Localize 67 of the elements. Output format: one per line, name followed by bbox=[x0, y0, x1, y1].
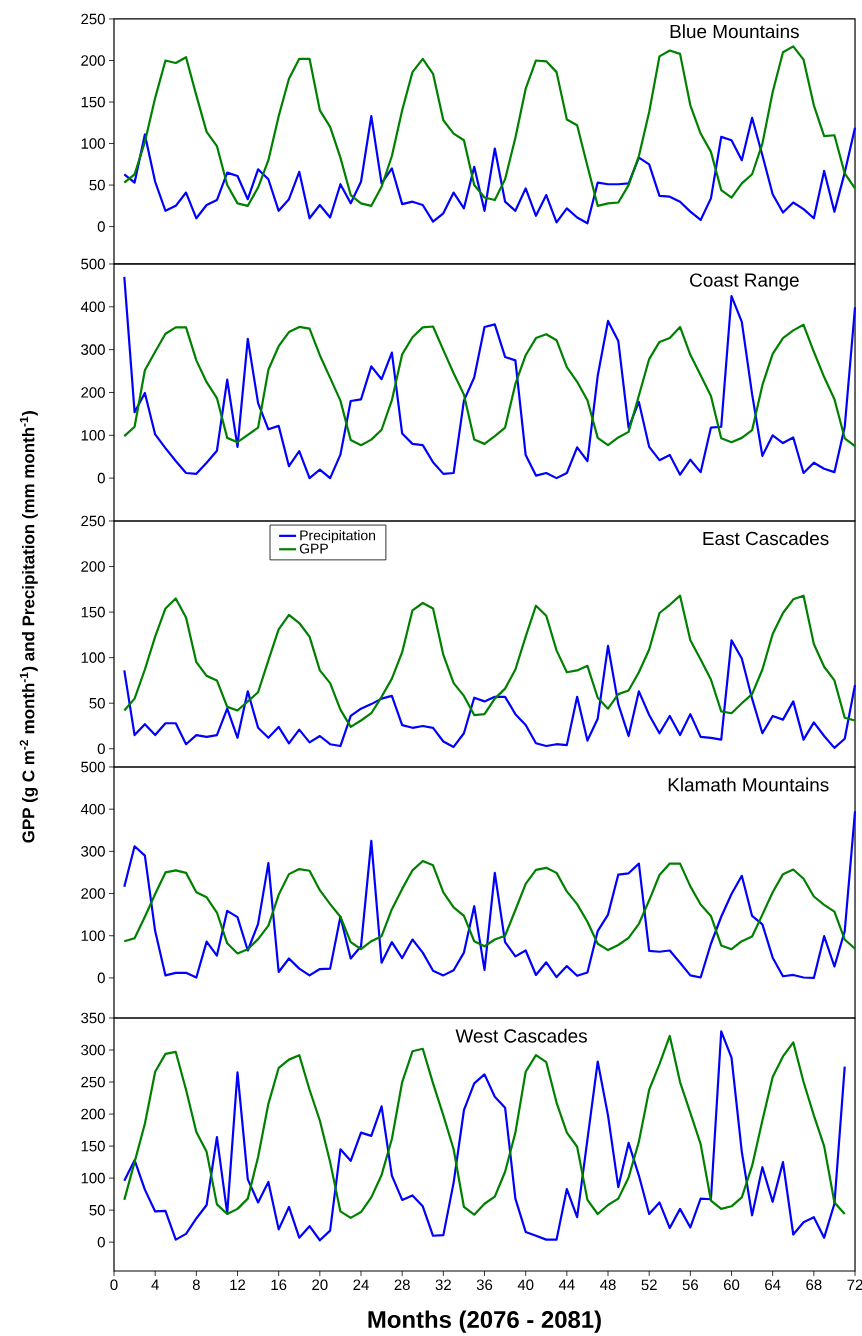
chart-title: West Cascades bbox=[455, 1028, 587, 1043]
y-tick-label: 500 bbox=[81, 258, 105, 270]
y-tick-label: 200 bbox=[81, 55, 105, 66]
y-tick-label: 100 bbox=[81, 652, 105, 663]
y-tick-label: 200 bbox=[81, 1108, 105, 1120]
x-tick-label: 64 bbox=[765, 1279, 781, 1291]
x-tick-label: 28 bbox=[394, 1279, 410, 1291]
x-tick-label: 8 bbox=[192, 1279, 200, 1291]
legend-label: GPP bbox=[299, 543, 328, 554]
y-tick-label: 0 bbox=[97, 743, 105, 755]
y-tick-label: 500 bbox=[81, 761, 105, 773]
y-tick-label: 150 bbox=[81, 96, 105, 108]
y-tick-label: 300 bbox=[81, 846, 105, 857]
y-tick-label: 150 bbox=[81, 1140, 105, 1152]
y-tick-label: 400 bbox=[80, 803, 105, 815]
y-tick-label: 250 bbox=[81, 515, 105, 527]
x-tick-label: 40 bbox=[517, 1279, 534, 1291]
y-tick-label: 350 bbox=[81, 1012, 105, 1024]
y-tick-label: 0 bbox=[97, 472, 105, 484]
y-tick-label: 50 bbox=[89, 697, 105, 709]
x-tick-label: 48 bbox=[600, 1279, 616, 1291]
x-tick-label: 20 bbox=[312, 1279, 328, 1291]
x-tick-label: 32 bbox=[435, 1279, 451, 1291]
y-tick-label: 50 bbox=[89, 1204, 105, 1216]
line-series bbox=[123, 810, 857, 980]
chart-title: East Cascades bbox=[703, 531, 829, 546]
y-tick-label: 250 bbox=[81, 13, 105, 25]
x-tick-label: 56 bbox=[682, 1279, 698, 1291]
y-tick-label: 200 bbox=[81, 888, 105, 899]
x-tick-label: 0 bbox=[110, 1279, 118, 1291]
y-tick-label: 200 bbox=[81, 387, 105, 398]
y-tick-label: 100 bbox=[81, 138, 105, 149]
x-tick-label: 16 bbox=[271, 1279, 287, 1291]
x-tick-label: 44 bbox=[558, 1279, 575, 1290]
chart-title: Klamath Mountains bbox=[668, 777, 829, 792]
line-series bbox=[123, 45, 857, 207]
y-tick-label: 100 bbox=[81, 930, 105, 942]
x-tick-label: 24 bbox=[353, 1279, 369, 1290]
y-tick-label: 400 bbox=[80, 301, 105, 313]
y-tick-label: 100 bbox=[81, 430, 105, 441]
y-tick-label: 0 bbox=[97, 1236, 105, 1248]
x-tick-label: 4 bbox=[151, 1279, 159, 1290]
x-tick-label: 68 bbox=[806, 1279, 822, 1291]
x-tick-label: 72 bbox=[847, 1279, 862, 1290]
y-tick-label: 200 bbox=[81, 561, 105, 572]
x-axis-title: Months (2076 - 2081) bbox=[368, 1310, 601, 1333]
y-tick-label: 300 bbox=[81, 1044, 105, 1056]
legend-label: Precipitation bbox=[300, 530, 376, 544]
line-series bbox=[123, 115, 857, 225]
line-series bbox=[123, 639, 857, 749]
y-tick-label: 150 bbox=[81, 606, 105, 618]
y-tick-label: 100 bbox=[81, 1172, 105, 1184]
line-series bbox=[123, 275, 857, 480]
y-tick-label: 0 bbox=[97, 972, 105, 984]
y-tick-label: 300 bbox=[81, 344, 105, 355]
x-tick-label: 12 bbox=[230, 1279, 246, 1290]
y-tick-label: 0 bbox=[97, 221, 105, 232]
chart-title: Blue Mountains bbox=[670, 24, 799, 39]
y-axis-title: GPP (g C m$^{-2}$ month$^{-1}$) and Precipitation (mm month$^{-1}$) bbox=[19, 411, 38, 843]
x-tick-label: 52 bbox=[641, 1279, 657, 1291]
y-tick-label: 250 bbox=[81, 1076, 105, 1088]
y-tick-label: 50 bbox=[89, 179, 105, 191]
line-series bbox=[123, 859, 857, 955]
x-tick-label: 36 bbox=[476, 1279, 493, 1291]
x-tick-label: 60 bbox=[723, 1279, 740, 1291]
line-series bbox=[123, 594, 857, 728]
chart-title: Coast Range bbox=[690, 273, 799, 291]
